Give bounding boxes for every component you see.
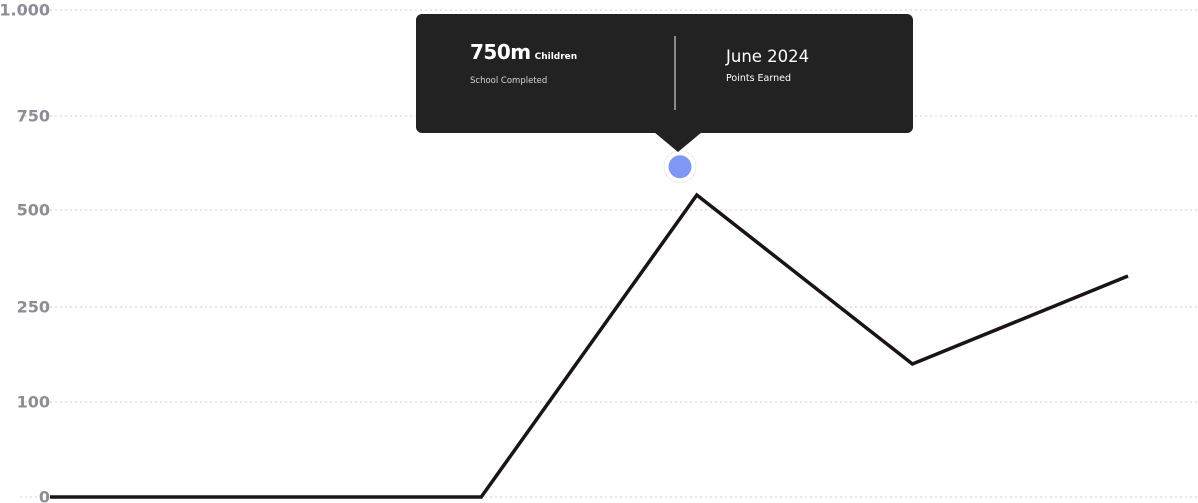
y-tick-label: 500 bbox=[17, 201, 50, 220]
tooltip-primary-block: 750m Children School Completed bbox=[470, 40, 577, 86]
highlight-marker[interactable] bbox=[668, 155, 692, 179]
y-tick-label: 1.000 bbox=[0, 1, 50, 20]
series-line bbox=[50, 192, 1129, 499]
tooltip-secondary-block: June 2024 Points Earned bbox=[726, 47, 809, 84]
tooltip-pointer bbox=[654, 132, 702, 152]
highlight-marker-layer bbox=[663, 150, 697, 184]
tooltip-divider bbox=[674, 36, 676, 110]
y-tick-label: 0 bbox=[39, 488, 50, 503]
y-tick-label: 750 bbox=[17, 107, 50, 126]
y-tick-label: 100 bbox=[17, 393, 50, 412]
data-tooltip: 750m Children School Completed June 2024 … bbox=[416, 14, 913, 152]
tooltip-date: June 2024 bbox=[726, 47, 810, 66]
tooltip-value: 750m bbox=[470, 40, 531, 64]
y-axis-tick-labels: 1.000 750 500 250 100 0 bbox=[0, 1, 50, 503]
y-tick-label: 250 bbox=[17, 298, 50, 317]
tooltip-value-caption: School Completed bbox=[470, 76, 548, 86]
series-layer bbox=[50, 192, 1129, 499]
tooltip-date-caption: Points Earned bbox=[726, 73, 792, 84]
tooltip-unit: Children bbox=[534, 52, 578, 62]
